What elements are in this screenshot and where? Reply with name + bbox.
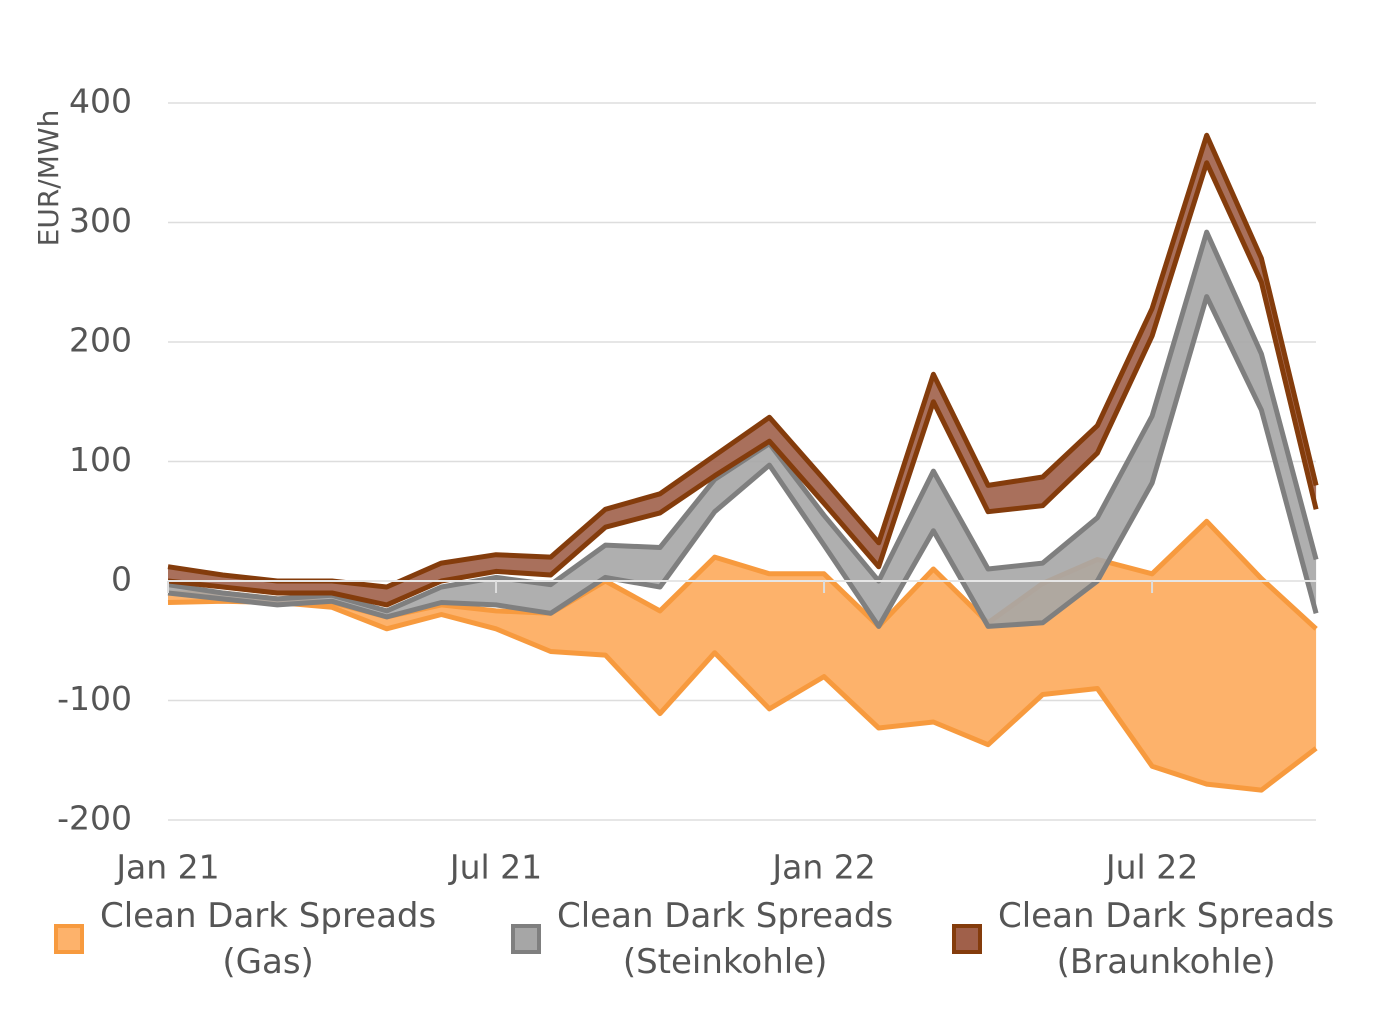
series-band-braunkohle <box>168 135 1317 605</box>
y-tick-label: 300 <box>69 201 132 240</box>
series-lower-line-braunkohle <box>167 160 1319 608</box>
series-upper-line-steinkohle <box>167 229 1319 614</box>
y-tick-label: 200 <box>69 321 132 360</box>
legend-label-braunkohle: Clean Dark Spreads (Braunkohle) <box>998 896 1335 982</box>
series-gas <box>167 518 1318 793</box>
legend-swatch-steinkohle <box>511 924 541 954</box>
x-tick-label: Jan 21 <box>114 848 219 887</box>
series-braunkohle <box>167 132 1319 608</box>
series-lower-line-steinkohle <box>167 294 1319 629</box>
series-band-steinkohle <box>168 232 1317 627</box>
y-tick-label: -200 <box>57 799 132 838</box>
legend-label-steinkohle: Clean Dark Spreads (Steinkohle) <box>557 896 894 982</box>
legend-item-braunkohle[interactable]: Clean Dark Spreads (Braunkohle) <box>952 893 1334 985</box>
y-tick-label: 0 <box>111 560 132 599</box>
x-tick-label: Jul 21 <box>448 848 542 887</box>
legend-swatch-gas <box>54 924 84 954</box>
x-tick-label: Jul 22 <box>1104 848 1198 887</box>
series-lower-line-gas <box>167 598 1318 793</box>
y-tick-label: 100 <box>69 440 132 479</box>
x-tick-label: Jan 22 <box>770 848 875 887</box>
x-axis-ticks: Jan 21 Jul 21 Jan 22 Jul 22 <box>114 580 1316 887</box>
y-tick-label: -100 <box>57 679 132 718</box>
series-upper-line-braunkohle <box>167 132 1319 590</box>
y-axis-ticks: -200 -100 0 100 200 300 400 <box>57 82 132 838</box>
series-steinkohle <box>167 229 1319 629</box>
legend-item-gas[interactable]: Clean Dark Spreads (Gas) <box>54 893 436 985</box>
series-areas <box>167 132 1319 793</box>
legend-swatch-braunkohle <box>952 924 982 954</box>
legend: Clean Dark Spreads (Gas) Clean Dark Spre… <box>0 893 1386 1003</box>
y-tick-label: 400 <box>69 82 132 121</box>
series-band-gas <box>168 521 1317 791</box>
legend-item-steinkohle[interactable]: Clean Dark Spreads (Steinkohle) <box>511 893 893 985</box>
chart-plot: -200 -100 0 100 200 300 400 Jan 21 Jul 21 Jan 22… <box>32 82 1319 887</box>
legend-label-gas: Clean Dark Spreads (Gas) <box>100 896 437 982</box>
y-axis-title: EUR/MWh <box>32 110 65 247</box>
